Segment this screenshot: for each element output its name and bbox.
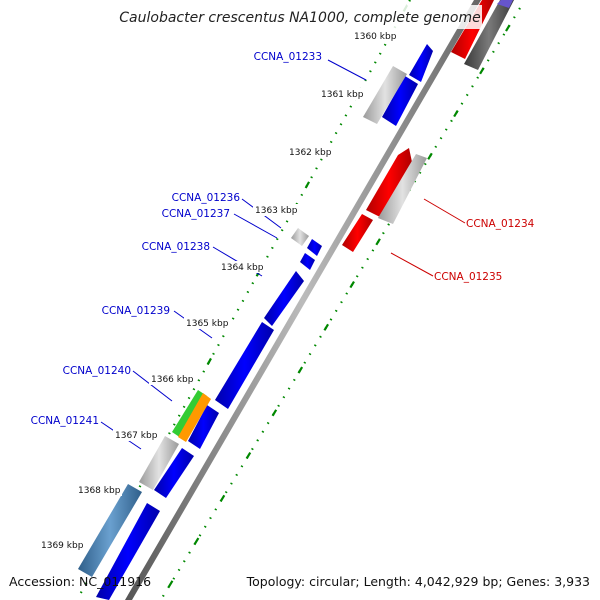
cds-arrow-ccna-01241 [154, 448, 194, 498]
dark-feature-top [464, 0, 514, 70]
steelblue-feature-1368 [78, 484, 142, 577]
leader-ccna-01240 [132, 370, 173, 402]
accession-text: Accession: NC_011916 [9, 574, 151, 589]
red-feature-top-a [451, 0, 494, 59]
cds-arrow-ccna-01234 [366, 148, 412, 217]
leader-ccna-01235 [390, 252, 434, 277]
outer-tick-ring [161, 7, 521, 599]
cds-arrow-ccna-01239-b [215, 322, 274, 409]
gene-label-ccna-01240[interactable]: CCNA_01240 [63, 365, 131, 377]
leader-ccna-01234 [423, 198, 466, 224]
tick-label-1363: 1363 kbp [255, 206, 298, 216]
tick-label-1361: 1361 kbp [321, 90, 364, 100]
gene-label-ccna-01238[interactable]: CCNA_01238 [142, 241, 210, 253]
leader-ccna-01233 [327, 59, 367, 81]
gray-feature-ccna-01235 [378, 154, 427, 224]
tick-labels: 1360 kbp 1361 kbp 1362 kbp 1363 kbp 1364… [39, 30, 398, 551]
purple-feature-top [497, 0, 513, 8]
forward-feature-ring [78, 66, 407, 577]
gene-label-ccna-01237[interactable]: CCNA_01237 [162, 208, 230, 220]
tick-label-1368: 1368 kbp [78, 486, 121, 496]
cds-arrow-ccna-01238-b [300, 253, 315, 270]
tick-label-1366: 1366 kbp [151, 375, 194, 385]
gene-label-ccna-01241[interactable]: CCNA_01241 [31, 415, 99, 427]
orange-feature-ccna-01240 [178, 393, 211, 442]
gray-feature-1361 [363, 66, 407, 124]
reverse-strand-track [342, 0, 514, 252]
forward-strand-track [96, 44, 433, 600]
map-title: Caulobacter crescentus NA1000, complete … [119, 10, 480, 26]
gene-labels: CCNA_01233 CCNA_01234 CCNA_01235 CCNA_01… [31, 51, 535, 427]
leader-ccna-01237 [233, 213, 278, 239]
cds-arrow-ccna-01239 [264, 271, 304, 326]
red-feature-lower [342, 214, 373, 252]
tick-label-1367: 1367 kbp [115, 431, 158, 441]
cds-arrow-ccna-01233 [409, 44, 433, 82]
tick-label-1365: 1365 kbp [186, 319, 229, 329]
tick-label-1360: 1360 kbp [354, 32, 397, 42]
cds-arrow-ccna-01240-fwd [188, 405, 219, 449]
genome-summary-text: Topology: circular; Length: 4,042,929 bp… [246, 574, 590, 589]
cds-arrow-ccna-01233-part [382, 76, 418, 126]
gene-label-ccna-01235[interactable]: CCNA_01235 [434, 271, 502, 283]
cds-arrow-ccna-01242 [96, 503, 160, 600]
tick-label-1362: 1362 kbp [289, 148, 332, 158]
cds-arrow-ccna-01238-a [307, 239, 322, 256]
gray-feature-ccna-01241 [139, 436, 179, 490]
gene-label-ccna-01233[interactable]: CCNA_01233 [254, 51, 322, 63]
gene-label-ccna-01236[interactable]: CCNA_01236 [172, 192, 241, 204]
tick-label-1364: 1364 kbp [221, 263, 264, 273]
genome-backbone [125, 0, 481, 600]
gene-label-ccna-01239[interactable]: CCNA_01239 [102, 305, 170, 317]
gray-feature-ccna-01236 [291, 228, 309, 246]
gene-label-ccna-01234[interactable]: CCNA_01234 [466, 218, 535, 230]
tick-label-1369: 1369 kbp [41, 541, 84, 551]
